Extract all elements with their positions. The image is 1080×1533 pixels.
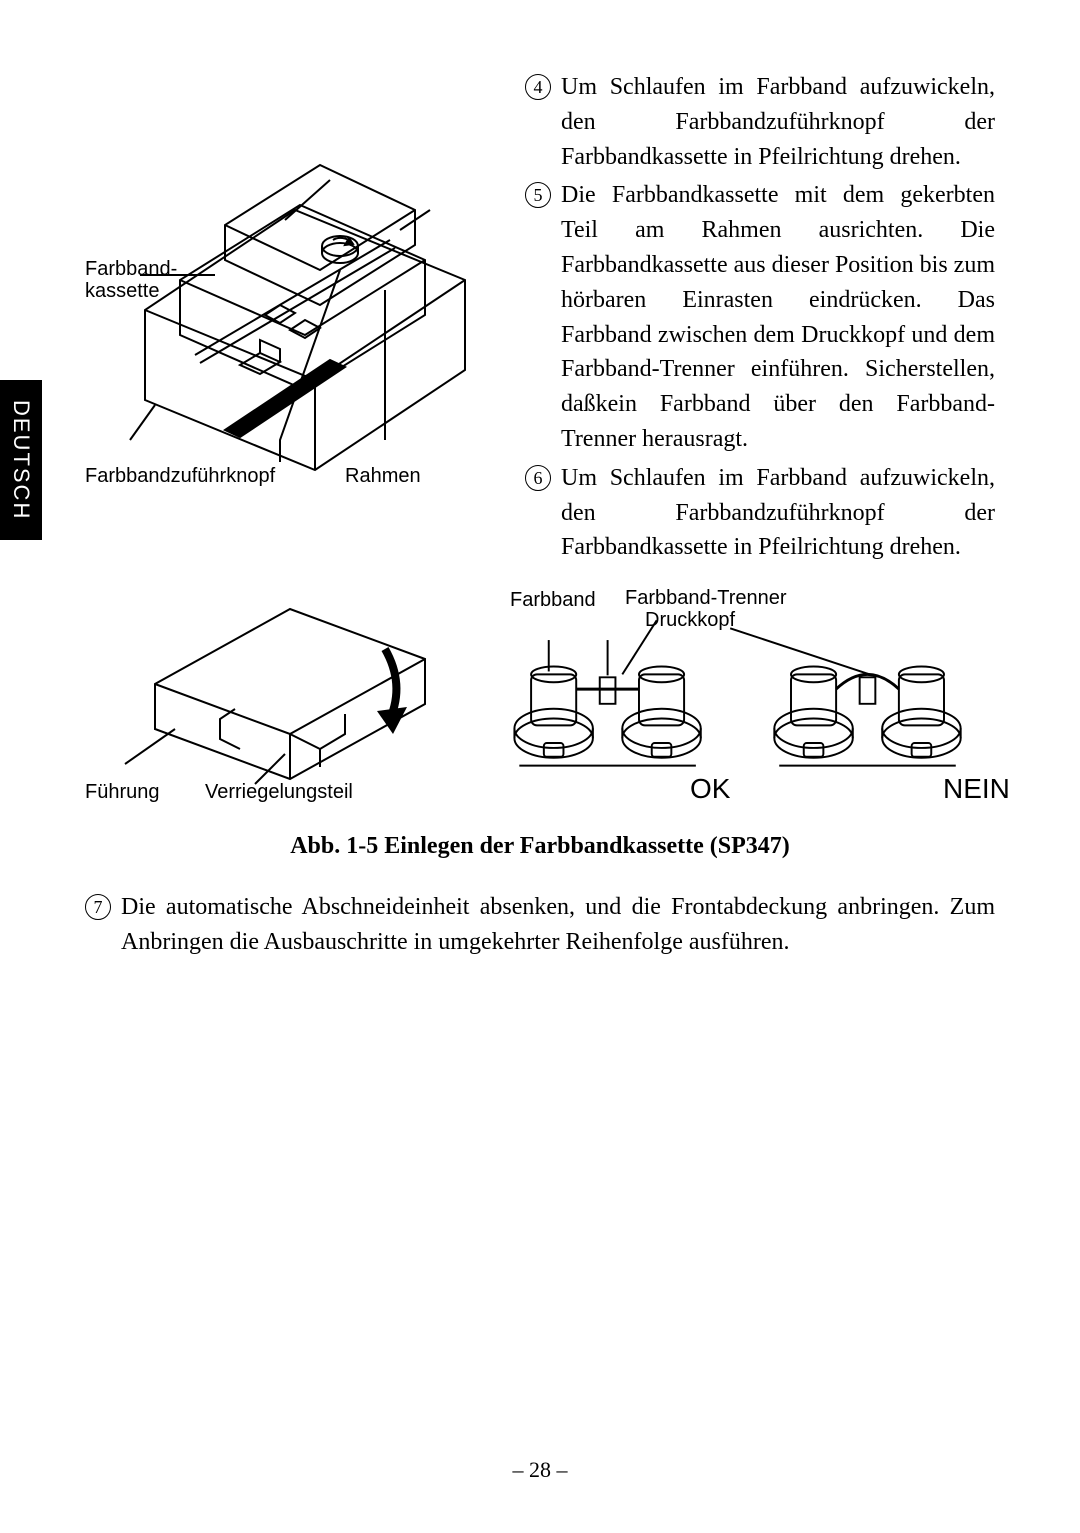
step-number: 4 <box>525 74 551 100</box>
label-fuehrung: Führung <box>85 781 160 803</box>
label-trenner: Farbband-Trenner <box>625 587 787 609</box>
label-rahmen: Rahmen <box>345 465 421 487</box>
label-ok: OK <box>690 773 730 805</box>
label-verriegelung: Verriegelungsteil <box>205 781 353 803</box>
figure-printer-iso: Farbband- kassette Farbbandzuführknopf R… <box>85 70 505 510</box>
step-text: Die automatische Abschneideinheit absenk… <box>121 890 995 960</box>
step-item: 6 Um Schlaufen im Farbband aufzu­wickeln… <box>525 461 995 565</box>
label-farbband: Farbband <box>510 589 596 611</box>
steps-column: 4 Um Schlaufen im Farbband aufzu­wickeln… <box>525 70 995 569</box>
label-knopf: Farbbandzuführknopf <box>85 465 275 487</box>
step-item: 5 Die Farbbandkassette mit dem gekerbten… <box>525 178 995 456</box>
final-step: 7 Die automatische Abschneideinheit abse… <box>85 890 995 960</box>
page-number: – 28 – <box>0 1457 1080 1483</box>
ok-nein-svg <box>485 589 995 799</box>
step-number: 6 <box>525 465 551 491</box>
step-number: 5 <box>525 182 551 208</box>
label-nein: NEIN <box>943 773 1010 805</box>
step-text: Um Schlaufen im Farbband aufzu­wickeln, … <box>561 461 995 565</box>
step-text: Die Farbbandkassette mit dem gekerbten T… <box>561 178 995 456</box>
cassette-iso-svg <box>85 589 455 799</box>
step-text: Um Schlaufen im Farbband aufzu­wickeln, … <box>561 70 995 174</box>
figure-ok-nein: Farbband Farbband-Trenner Druckkopf OK N… <box>485 589 995 799</box>
step-number: 7 <box>85 894 111 920</box>
figure-caption: Abb. 1-5 Einlegen der Farbbandkassette (… <box>85 833 995 860</box>
label-kassette: Farbband- kassette <box>85 258 177 302</box>
label-druckkopf: Druckkopf <box>645 609 735 631</box>
figure-cassette-iso: Führung Verriegelungsteil <box>85 589 455 799</box>
step-item: 4 Um Schlaufen im Farbband aufzu­wickeln… <box>525 70 995 174</box>
